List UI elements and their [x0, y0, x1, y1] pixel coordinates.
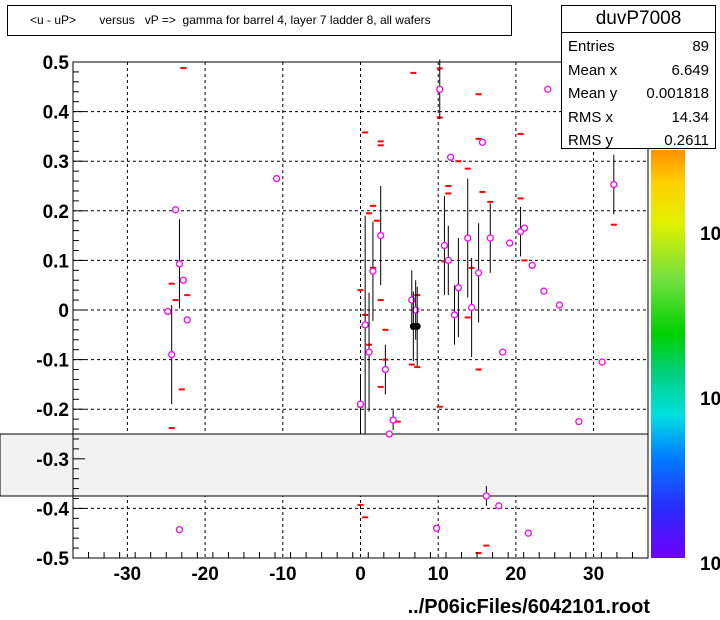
stats-row-entries: Entries 89 [568, 36, 709, 58]
chart-title: <u - uP> versus vP => gamma for barrel 4… [7, 5, 512, 36]
y-tick-label: -0.3 [36, 450, 69, 471]
x-tick-label: 30 [583, 564, 604, 585]
data-point [389, 416, 397, 424]
stats-label: Mean y [568, 85, 618, 102]
axes: -30 -20 -10 0 10 20 30 0.5 0.4 0.3 0.2 0.1 0 -0.1 -0.2… [36, 53, 648, 585]
stats-row-rms-x: RMS x 14.34 [568, 107, 709, 129]
data-point [436, 85, 444, 93]
x-tick-label: -10 [269, 564, 296, 585]
palette-label-1: 10 [700, 224, 720, 245]
data-point [528, 261, 536, 270]
profile-points [409, 286, 421, 367]
data-point [495, 502, 503, 510]
footer-filename: ../P06icFiles/6042101.root [407, 596, 650, 618]
data-point [272, 174, 281, 183]
shaded-band [0, 433, 649, 497]
data-point [499, 348, 507, 356]
y-tick-label: -0.4 [36, 499, 69, 520]
data-point [540, 287, 548, 295]
data-point [361, 321, 369, 329]
data-point [610, 180, 618, 189]
x-tick-label: -20 [191, 564, 218, 585]
stats-row-mean-x: Mean x 6.649 [568, 60, 709, 82]
y-tick-label: 0.4 [43, 103, 70, 124]
stats-row-mean-y: Mean y 0.001818 [568, 83, 709, 105]
x-tick-label: 0 [355, 564, 366, 585]
y-tick-label: 0.5 [43, 53, 70, 74]
data-point [432, 524, 441, 532]
x-tick-label: -30 [114, 564, 141, 585]
data-point [171, 206, 180, 214]
data-point [365, 348, 373, 356]
data-point [598, 358, 606, 366]
data-point [467, 303, 476, 312]
y-tick-label: -0.1 [36, 351, 69, 372]
data-point [369, 267, 377, 275]
y-tick-label: 0.2 [43, 202, 69, 223]
stats-value: 89 [692, 38, 709, 55]
data-point [377, 231, 385, 240]
grid [73, 62, 648, 558]
data-point [464, 234, 472, 242]
data-point [179, 276, 187, 284]
data-point [575, 417, 583, 426]
data-point [482, 492, 491, 500]
data-point [555, 301, 564, 309]
palette-label-2: 10 [700, 389, 720, 410]
color-palette [651, 150, 685, 558]
stats-row-rms-y: RMS y 0.2611 [568, 130, 709, 152]
data-point [440, 241, 449, 250]
data-point [168, 350, 176, 359]
data-point [444, 256, 452, 265]
data-point [446, 153, 455, 161]
y-tick-label: 0.1 [43, 251, 70, 272]
data-point [175, 526, 184, 534]
y-tick-label: 0 [58, 301, 69, 322]
stats-label: RMS x [568, 109, 613, 126]
data-point [408, 296, 416, 304]
data-point [544, 85, 552, 93]
profile-point [413, 322, 421, 330]
stats-label: Mean x [568, 62, 618, 79]
y-tick-label: -0.2 [36, 400, 69, 421]
data-point [385, 430, 393, 438]
stats-value: 0.001818 [646, 85, 709, 102]
x-tick-label: 20 [505, 564, 526, 585]
stats-label: Entries [568, 38, 615, 55]
data-point [454, 284, 463, 292]
data-point [183, 316, 191, 324]
stats-value: 6.649 [671, 62, 709, 79]
palette-label-3: 10 [700, 554, 720, 575]
stats-box: duvP7008 Entries 89 Mean x 6.649 Mean y … [561, 5, 716, 149]
data-point [175, 260, 184, 268]
y-tick-label: 0.3 [43, 152, 69, 173]
data-point [486, 234, 494, 242]
stats-value: 14.34 [671, 109, 709, 126]
data-point [506, 239, 514, 247]
data-point [356, 400, 365, 408]
data-point [164, 307, 172, 316]
data-point [478, 138, 487, 147]
data-point [520, 224, 529, 232]
data-point [381, 365, 390, 374]
stats-name: duvP7008 [562, 6, 715, 33]
stats-label: RMS y [568, 132, 613, 149]
stats-value: 0.2611 [664, 132, 709, 149]
x-tick-label: 10 [428, 564, 449, 585]
data-point [474, 269, 483, 277]
data-point [450, 311, 459, 319]
y-tick-label: -0.5 [36, 549, 69, 570]
data-point [524, 529, 532, 537]
